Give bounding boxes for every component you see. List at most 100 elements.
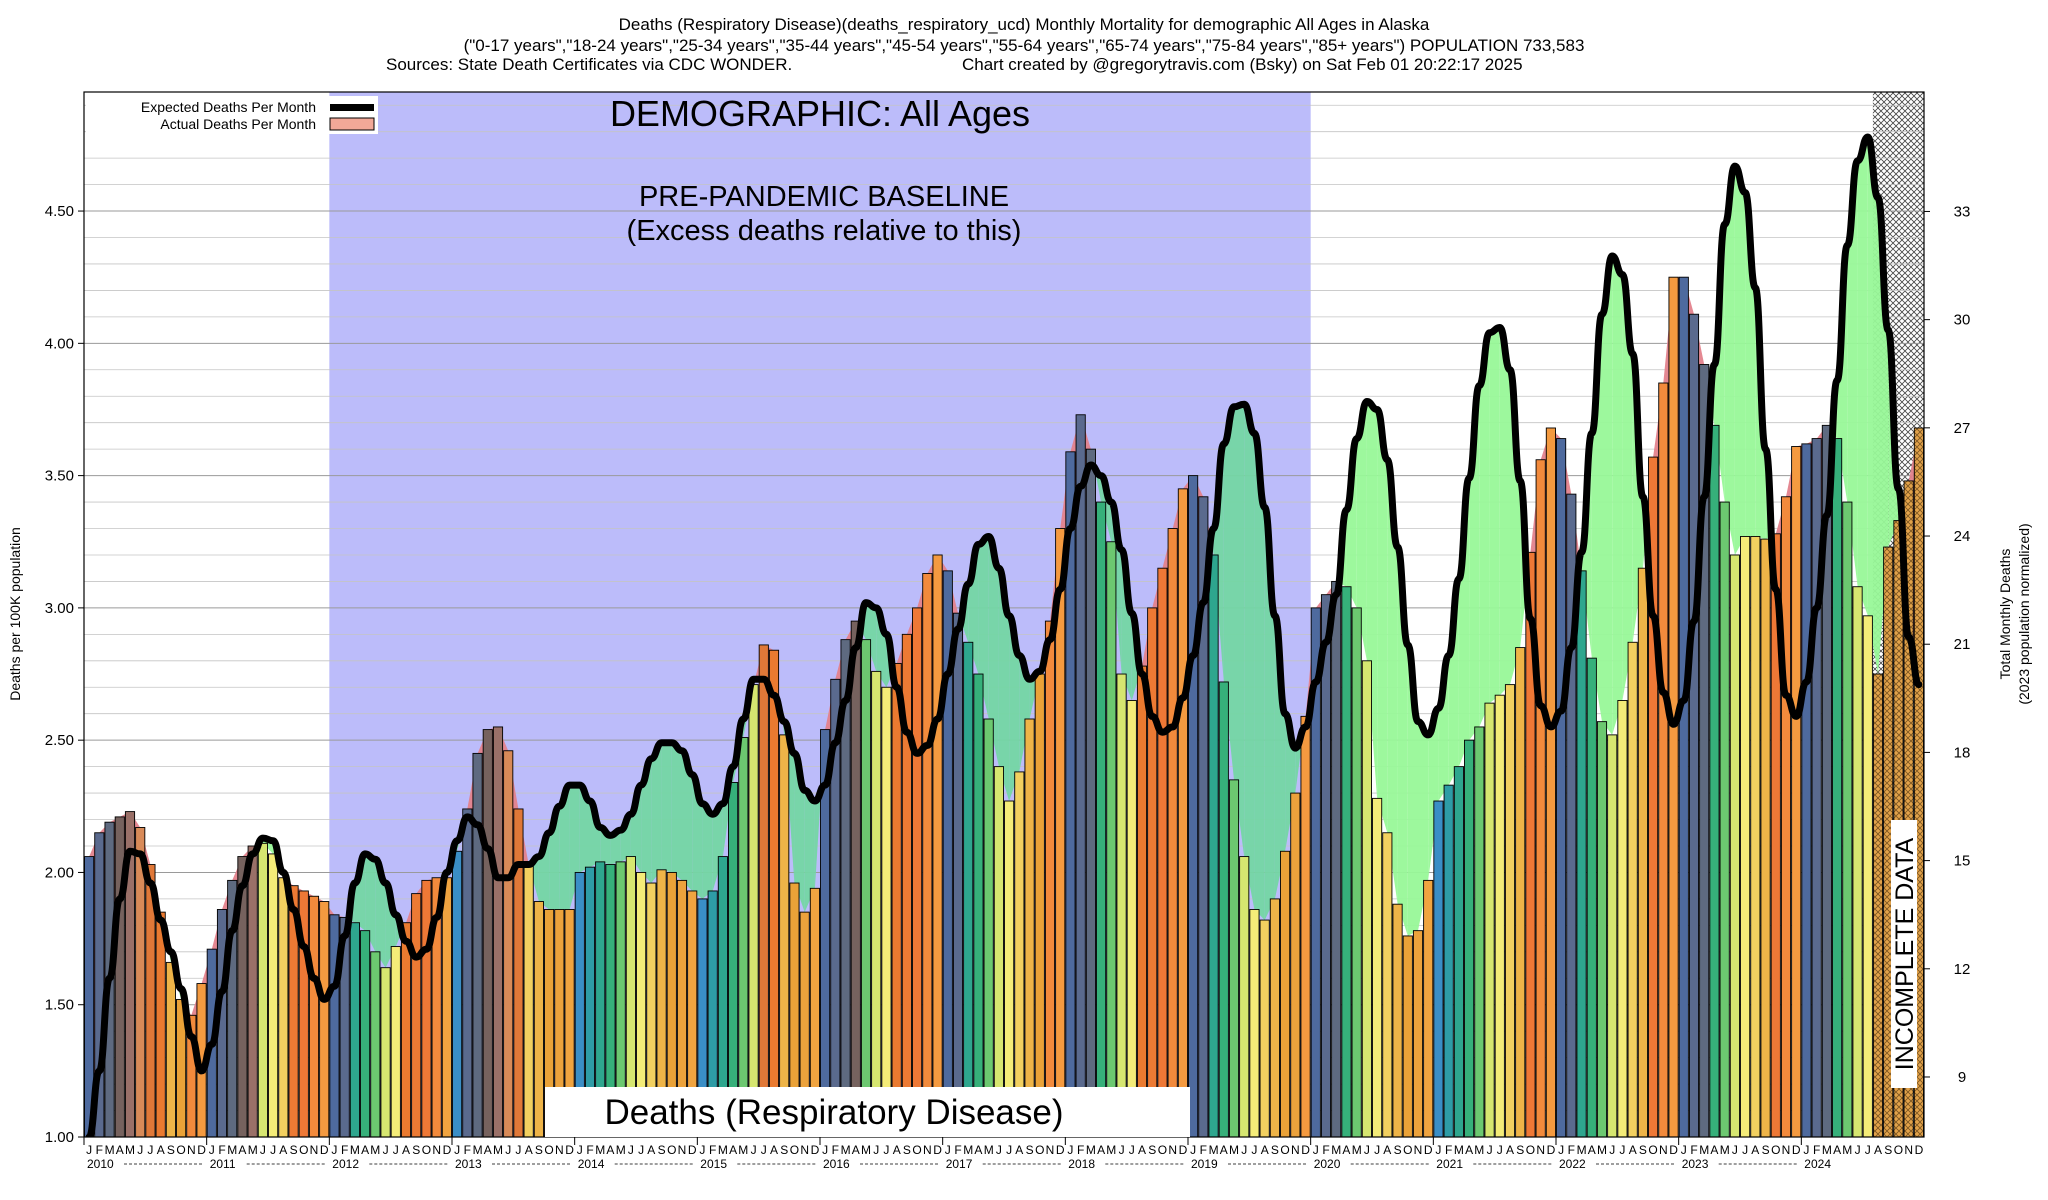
deficit-area [1602,256,1613,735]
bar-actual-deaths [1484,702,1495,1137]
bar-actual-deaths [400,922,412,1137]
bar-actual-deaths [952,612,964,1137]
bar-actual-deaths [595,861,606,1137]
deficit-area [1458,478,1470,767]
x-month-label: O [544,1143,553,1157]
x-month-label: J [1803,1143,1809,1157]
legend-actual-label: Actual Deaths Per Month [160,116,316,132]
y2-axis-label-line2: (2023 population normalized) [2016,523,2032,704]
x-month-label: A [770,1143,778,1157]
bar-actual-deaths [983,718,994,1137]
x-month-label: J [1374,1143,1380,1157]
x-year-label: 2013 [455,1157,482,1171]
deficit-area [559,785,570,910]
bar-actual-deaths [687,890,698,1137]
deficit-area [365,853,376,952]
bar-actual-deaths [1269,898,1280,1137]
bar-actual-deaths [247,845,258,1137]
x-month-label: J [147,1143,153,1157]
x-month-label: A [1710,1143,1718,1157]
bar-actual-deaths [421,879,432,1137]
bar-actual-deaths [1310,607,1321,1137]
bar-actual-deaths [1494,694,1505,1137]
x-month-label: O [176,1143,185,1157]
x-month-label: N [187,1143,196,1157]
x-month-label: J [1364,1143,1370,1157]
baseline-label-line2: (Excess deaths relative to this) [627,215,1022,247]
x-month-label: O [667,1143,676,1157]
bar-actual-deaths [830,678,841,1137]
bar-actual-deaths [1249,909,1260,1137]
x-month-label: O [790,1143,799,1157]
bar-actual-deaths [850,620,861,1137]
bar-actual-deaths [462,808,473,1137]
deficit-area [1366,401,1378,799]
x-month-label: M [1086,1143,1096,1157]
x-month-label: J [1609,1143,1615,1157]
x-month-label: D [688,1143,697,1157]
x-month-label: J [873,1143,879,1157]
y2-tick-label: 15 [1954,853,1971,870]
deficit-area [794,753,805,913]
x-month-label: M [1106,1143,1116,1157]
bar-actual-deaths [1760,538,1771,1137]
deficit-area [1622,274,1633,701]
legend-box [86,96,378,134]
bar-actual-deaths [758,644,769,1137]
x-month-label: M [861,1143,871,1157]
bar-actual-deaths [1412,930,1424,1137]
x-month-label: A [974,1143,982,1157]
bar-actual-deaths [1167,528,1178,1137]
deficit-area [1724,166,1735,555]
x-month-label: J [515,1143,521,1157]
axes: 1.00 1.50 2.00 2.50 3.00 3.50 4.00 4.50 9 12 15 18 2… [45,91,1971,1171]
expected-line-layer [85,133,1923,1137]
deficit-area [1213,443,1224,682]
cause-label-box [545,1087,1190,1137]
bar-actual-deaths [1392,903,1403,1137]
x-month-label: M [1577,1143,1587,1157]
bar-actual-deaths [1372,797,1383,1137]
x-year-label: 2011 [210,1157,236,1171]
x-month-label: J [1558,1143,1564,1157]
deficit-area [1734,166,1746,555]
deficit-area [998,568,1010,801]
x-year-label: 2022 [1559,1157,1586,1171]
x-month-label: A [157,1143,165,1157]
y2-axis-label-line1: Total Monthly Deaths [1997,549,2013,680]
y2-tick-label: 24 [1954,528,1971,545]
x-month-label: S [1026,1143,1034,1157]
x-month-label: M [350,1143,360,1157]
x-month-label: A [1751,1143,1759,1157]
x-month-label: A [1833,1143,1841,1157]
bar-actual-deaths [1014,771,1025,1137]
x-month-label: M [1842,1143,1852,1157]
bar-actual-deaths [1791,446,1802,1137]
y2-tick-label: 21 [1954,636,1971,653]
x-month-label: M [984,1143,994,1157]
bar-actual-deaths [717,856,728,1137]
x-month-label: S [658,1143,666,1157]
bar-actual-deaths [1065,451,1076,1137]
deficit-area [1857,137,1868,616]
x-month-label: S [1762,1143,1770,1157]
bar-actual-deaths [1024,718,1035,1137]
x-month-label: A [1015,1143,1023,1157]
bar-actual-deaths [605,864,616,1137]
y-tick-label: 1.00 [45,1129,74,1146]
x-month-label: J [699,1143,705,1157]
deficit-area [610,830,621,865]
deficit-area [1847,160,1858,587]
bar-actual-deaths [237,856,248,1137]
chart-title-line1: Deaths (Respiratory Disease)(deaths_resp… [619,15,1430,34]
y-tick-label: 3.00 [45,600,74,617]
x-month-label: O [422,1143,431,1157]
deficit-area [661,742,672,873]
y2-tick-label: 9 [1958,1069,1966,1086]
x-month-label: D [1301,1143,1310,1157]
bar-actual-deaths [165,961,176,1137]
x-month-label: F [1322,1143,1329,1157]
bar-actual-deaths [1126,700,1137,1137]
bar-actual-deaths [1688,313,1700,1137]
